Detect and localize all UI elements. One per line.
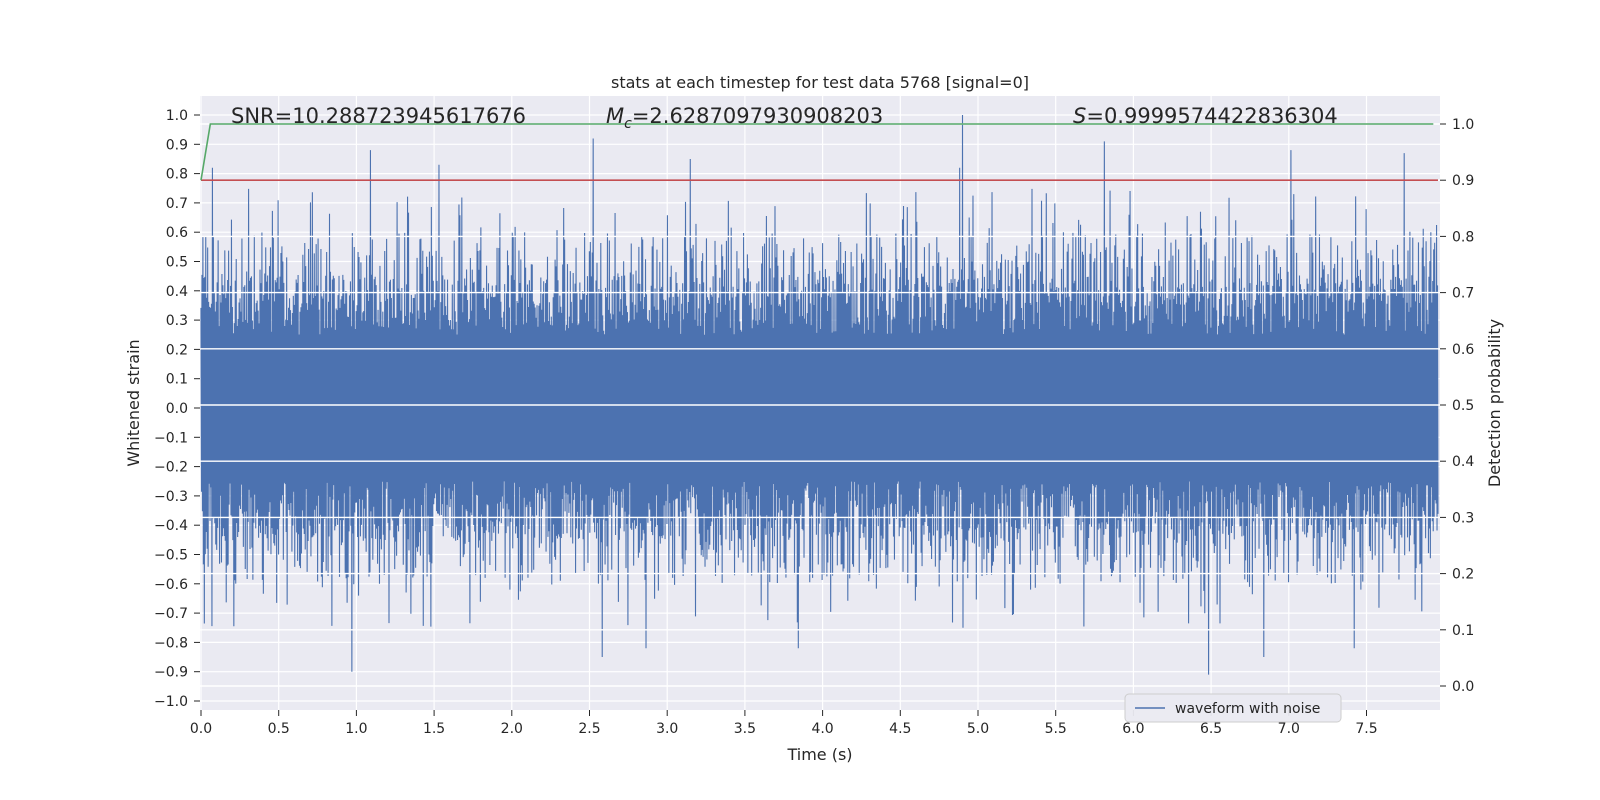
y-tick-label: −0.3 <box>154 489 188 505</box>
y-tick-label: 0.6 <box>166 225 188 241</box>
y-tick-label: 0.4 <box>166 284 188 300</box>
x-axis-ticks: 0.0 0.5 1.0 1.5 2.0 2.5 3.0 3.5 4.0 4.5 5.0 5.5 6.0 6… <box>190 710 1378 737</box>
x-tick-label: 4.5 <box>889 721 911 737</box>
snr-annotation: SNR=10.288723945617676 <box>231 104 526 128</box>
chirp-mass-symbol: M <box>606 104 624 128</box>
y-tick-label: 1.0 <box>166 108 188 124</box>
x-tick-label: 0.5 <box>268 721 290 737</box>
x-tick-label: 2.0 <box>501 721 523 737</box>
chirp-mass-annotation: Mc=2.6287097930908203 <box>606 104 883 132</box>
y2-tick-label: 0.8 <box>1452 229 1474 245</box>
x-tick-label: 3.5 <box>734 721 756 737</box>
x-tick-label: 6.0 <box>1122 721 1144 737</box>
y-tick-label: 0.1 <box>166 372 188 388</box>
y-tick-label: −0.5 <box>154 548 188 564</box>
x-tick-label: 5.5 <box>1045 721 1067 737</box>
detection-probability-line <box>200 123 1434 181</box>
x-tick-label: 1.5 <box>423 721 445 737</box>
y-tick-label: 0.5 <box>166 255 188 271</box>
x-tick-label: 7.5 <box>1355 721 1377 737</box>
y-tick-label: 0.7 <box>166 196 188 212</box>
x-tick-label: 4.0 <box>811 721 833 737</box>
y2-tick-label: 0.6 <box>1452 342 1474 358</box>
y-tick-label: 0.3 <box>166 313 188 329</box>
score-annotation: S=0.9999574422836304 <box>1073 104 1338 128</box>
legend: waveform with noise <box>1124 693 1342 723</box>
legend-box <box>1124 693 1342 723</box>
chart-title: stats at each timestep for test data 576… <box>611 73 1029 92</box>
y2-tick-label: 0.5 <box>1452 398 1474 414</box>
x-tick-label: 7.0 <box>1278 721 1300 737</box>
x-tick-label: 2.5 <box>578 721 600 737</box>
y2-tick-label: 1.0 <box>1452 117 1474 133</box>
chirp-mass-value: =2.6287097930908203 <box>632 104 883 128</box>
x-axis-label: Time (s) <box>786 745 852 764</box>
legend-label-waveform: waveform with noise <box>1175 701 1320 717</box>
x-tick-label: 5.0 <box>967 721 989 737</box>
x-tick-label: 0.0 <box>190 721 212 737</box>
y-tick-label: −0.9 <box>154 665 188 681</box>
waveform-with-noise-line <box>200 114 1439 675</box>
y-tick-label: 0.9 <box>166 137 188 153</box>
y-tick-label: −0.2 <box>154 460 188 476</box>
y-tick-label: −0.1 <box>154 430 188 446</box>
score-symbol: S <box>1073 104 1086 128</box>
x-tick-label: 6.5 <box>1200 721 1222 737</box>
y-tick-label: 0.0 <box>166 401 188 417</box>
y2-axis-label: Detection probability <box>1485 319 1504 487</box>
y2-axis-ticks: 1.0 0.9 0.8 0.7 0.6 0.5 0.4 0.3 0.2 0.1 0.0 <box>1440 117 1474 695</box>
y-tick-label: −0.7 <box>154 606 188 622</box>
score-value: =0.9999574422836304 <box>1086 104 1337 128</box>
y-axis-ticks: 1.0 0.9 0.8 0.7 0.6 0.5 0.4 0.3 0.2 0.1 0.0 −0.1 −0.… <box>154 108 200 710</box>
y-axis-label: Whitened strain <box>124 339 143 466</box>
y-tick-label: −1.0 <box>154 694 188 710</box>
y2-tick-label: 0.2 <box>1452 567 1474 583</box>
y-tick-label: 0.8 <box>166 167 188 183</box>
x-tick-label: 3.0 <box>656 721 678 737</box>
y2-tick-label: 0.1 <box>1452 623 1474 639</box>
y2-tick-label: 0.9 <box>1452 173 1474 189</box>
x-tick-label: 1.0 <box>345 721 367 737</box>
y-tick-label: −0.8 <box>154 635 188 651</box>
y2-tick-label: 0.7 <box>1452 286 1474 302</box>
y-tick-label: 0.2 <box>166 342 188 358</box>
chirp-mass-subscript: c <box>624 116 632 132</box>
y2-tick-label: 0.4 <box>1452 454 1474 470</box>
y-tick-label: −0.4 <box>154 518 188 534</box>
y-tick-label: −0.6 <box>154 577 188 593</box>
y2-tick-label: 0.3 <box>1452 510 1474 526</box>
y2-tick-label: 0.0 <box>1452 679 1474 695</box>
